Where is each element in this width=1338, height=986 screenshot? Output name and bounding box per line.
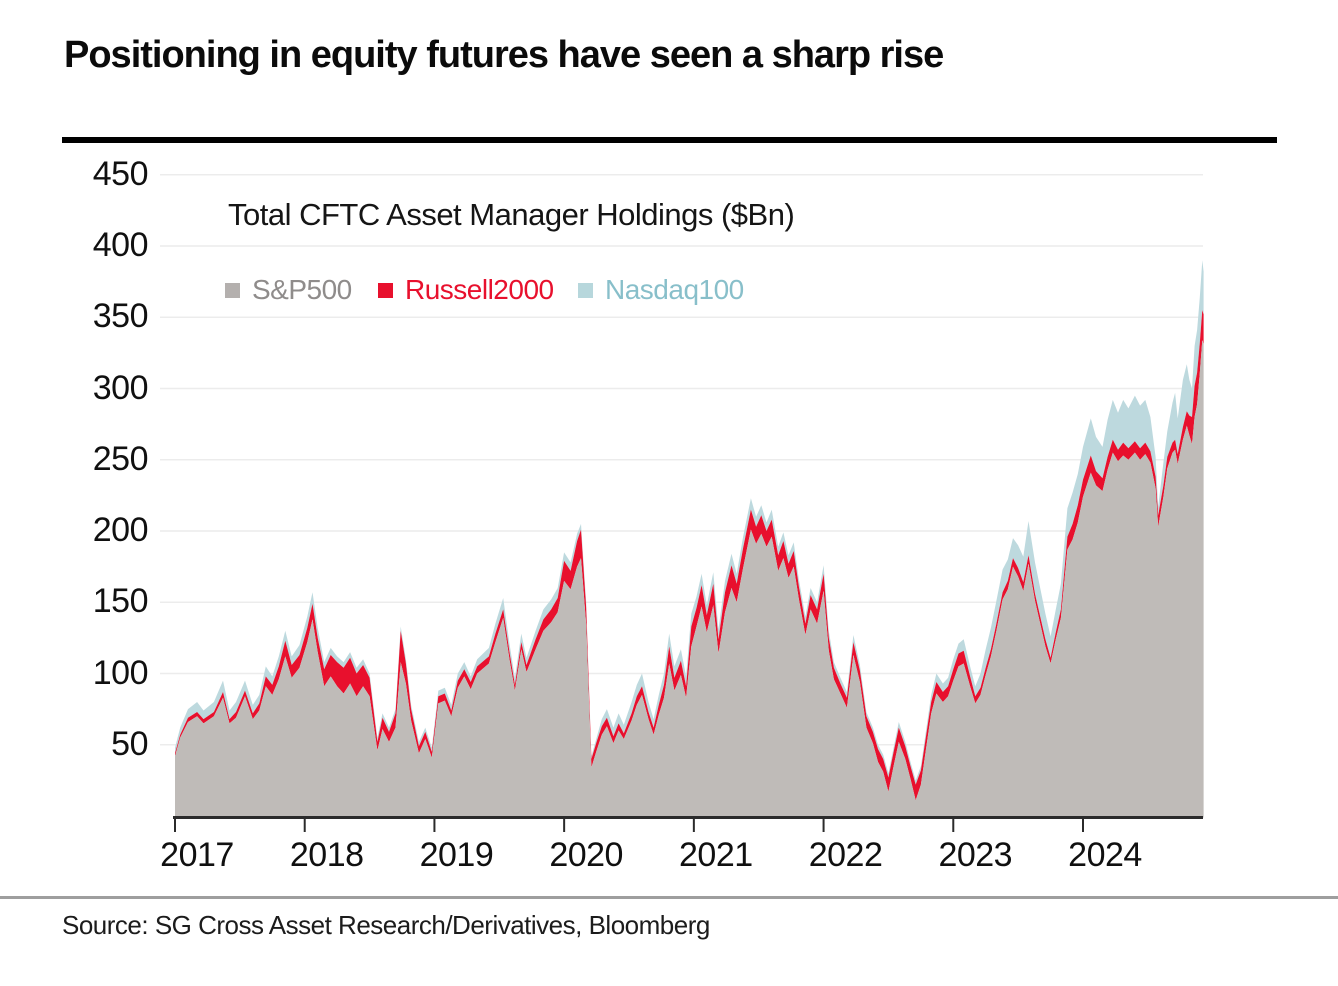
x-axis-label: 2020 bbox=[549, 836, 623, 874]
y-axis-label: 350 bbox=[92, 297, 149, 336]
x-axis-label: 2018 bbox=[289, 836, 364, 874]
y-axis-label: 100 bbox=[92, 653, 149, 692]
x-axis-label: 2019 bbox=[419, 836, 494, 874]
nasdaq100-swatch-icon bbox=[578, 283, 593, 298]
x-axis-label: 2023 bbox=[938, 836, 1013, 874]
legend-label: Russell2000 bbox=[405, 274, 554, 305]
y-axis-label: 450 bbox=[92, 154, 149, 193]
y-axis-label: 400 bbox=[92, 226, 149, 264]
title-rule bbox=[62, 137, 1277, 143]
y-axis-label: 300 bbox=[92, 368, 149, 407]
y-axis-label: 250 bbox=[92, 439, 149, 478]
y-axis-label: 150 bbox=[92, 582, 149, 621]
legend: S&P500 Russell2000 Nasdaq100 bbox=[0, 274, 1000, 308]
x-axis-label: 2017 bbox=[160, 836, 234, 874]
page-title: Positioning in equity futures have seen … bbox=[64, 34, 944, 76]
x-axis-label: 2022 bbox=[808, 836, 883, 874]
sp500-area bbox=[175, 340, 1204, 818]
legend-label: S&P500 bbox=[252, 274, 352, 305]
chart-subtitle: Total CFTC Asset Manager Holdings ($Bn) bbox=[228, 197, 795, 232]
russell2000-swatch-icon bbox=[378, 283, 393, 298]
legend-label: Nasdaq100 bbox=[605, 274, 744, 305]
y-axis-label: 50 bbox=[111, 724, 148, 763]
source-note: Source: SG Cross Asset Research/Derivati… bbox=[62, 910, 710, 940]
y-axis-label: 200 bbox=[92, 511, 149, 549]
x-axis-label: 2021 bbox=[679, 836, 753, 874]
footer-rule bbox=[0, 896, 1338, 899]
x-axis-label: 2024 bbox=[1068, 836, 1142, 874]
sp500-swatch-icon bbox=[225, 283, 240, 298]
